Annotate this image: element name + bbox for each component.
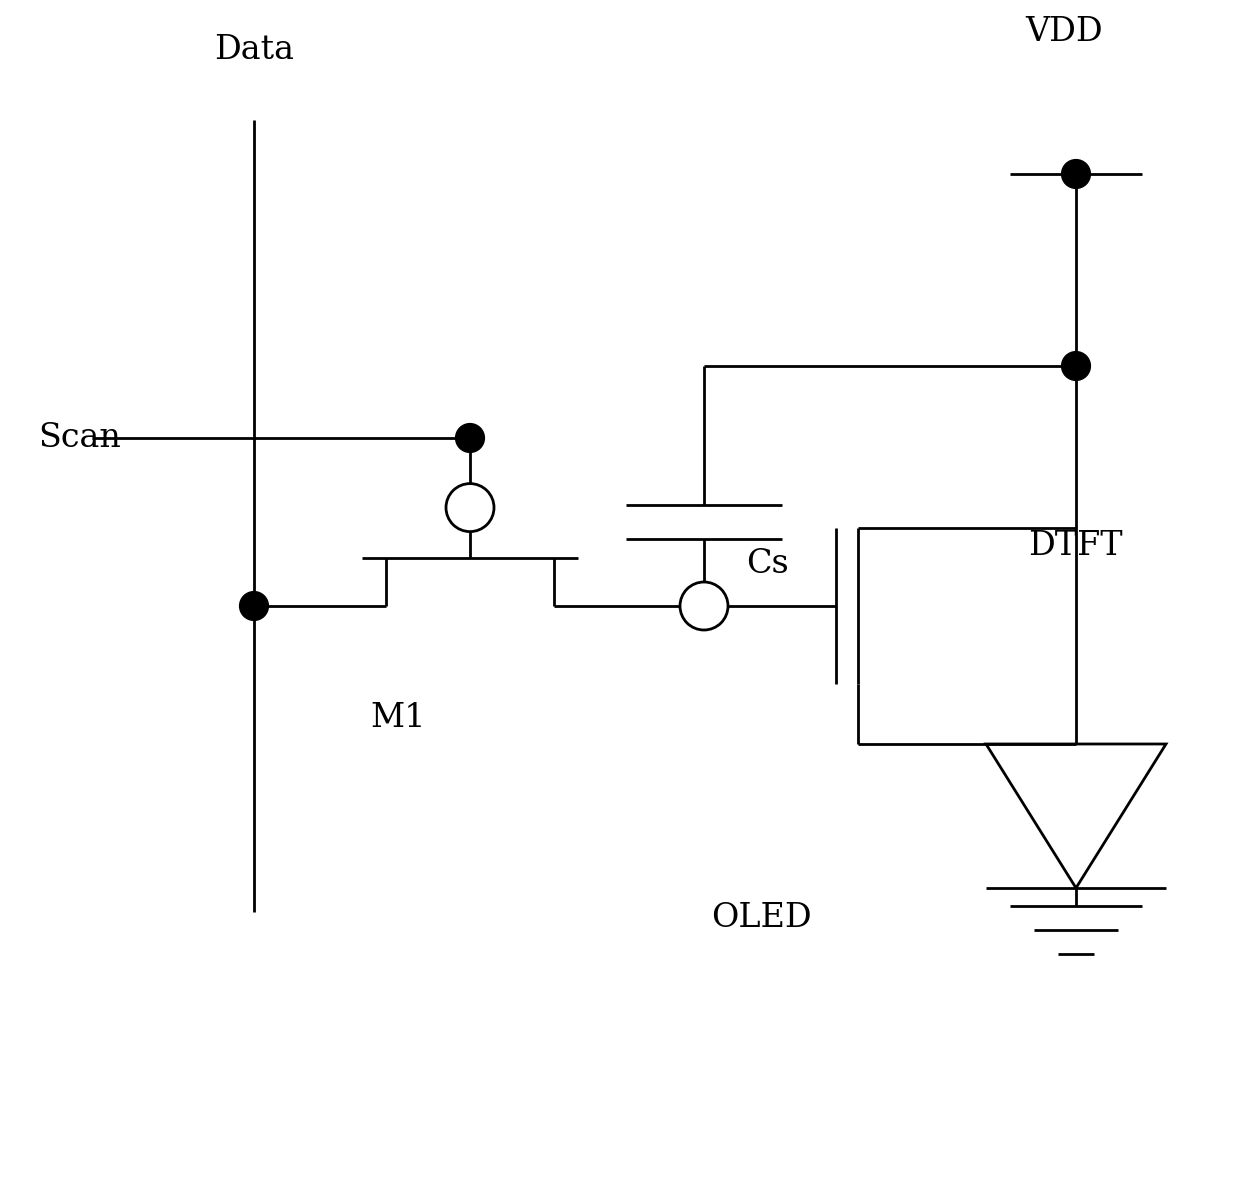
Circle shape [1061, 160, 1090, 188]
Circle shape [239, 592, 268, 620]
Text: VDD: VDD [1025, 16, 1102, 48]
Circle shape [446, 484, 494, 532]
Text: Data: Data [215, 34, 294, 66]
Text: DTFT: DTFT [1028, 530, 1122, 562]
Text: Cs: Cs [746, 548, 789, 580]
Text: Scan: Scan [38, 422, 120, 454]
Circle shape [689, 592, 718, 620]
Circle shape [1061, 352, 1090, 380]
Circle shape [455, 424, 485, 452]
Text: M1: M1 [371, 702, 425, 734]
Circle shape [680, 582, 728, 630]
Text: OLED: OLED [712, 902, 812, 934]
